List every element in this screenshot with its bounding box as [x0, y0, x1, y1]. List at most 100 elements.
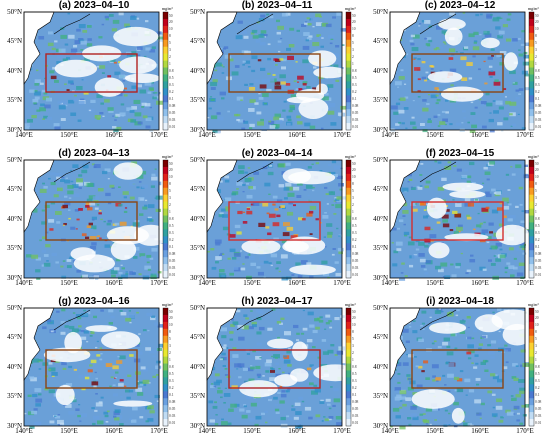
chl-pixel: [147, 91, 152, 94]
chl-pixel: [340, 105, 347, 110]
longitude-label: 170°E: [150, 131, 168, 139]
chl-pixel: [497, 122, 503, 126]
chl-pixel: [210, 248, 215, 251]
chl-pixel: [446, 351, 454, 356]
chl-pixel: [276, 214, 281, 218]
chl-pixel: [246, 410, 251, 413]
colorbar-tick-label: 2: [535, 351, 537, 356]
chl-pixel: [465, 272, 469, 275]
colorbar-segment: [163, 222, 168, 230]
chl-pixel: [485, 191, 490, 195]
chl-pixel: [234, 363, 242, 368]
chl-pixel: [258, 97, 264, 100]
chl-pixel: [301, 400, 305, 403]
chl-pixel: [237, 324, 245, 329]
latitude-label: 30°N: [373, 125, 388, 134]
chl-pixel: [334, 198, 340, 202]
chl-pixel: [48, 31, 53, 35]
chl-pixel: [139, 253, 146, 257]
chl-pixel: [304, 406, 312, 411]
colorbar-segment: [346, 398, 351, 406]
chl-pixel: [46, 319, 52, 323]
chl-pixel: [489, 161, 495, 165]
latitude-label: 35°N: [190, 392, 205, 400]
chl-pixel: [154, 92, 158, 94]
chl-pixel: [82, 164, 89, 169]
chl-pixel: [136, 311, 139, 314]
chl-pixel: [34, 79, 41, 83]
chl-pixel: [53, 308, 57, 311]
chl-pixel: [515, 89, 520, 92]
chl-pixel: [409, 39, 414, 42]
chl-pixel: [64, 43, 69, 46]
chl-pixel: [509, 113, 513, 116]
chl-pixel: [233, 266, 239, 270]
chl-pixel: [37, 376, 42, 379]
longitude-label: 140°E: [198, 279, 216, 287]
chl-pixel: [475, 13, 480, 17]
chl-pixel: [517, 37, 521, 40]
chl-pixel: [56, 241, 60, 243]
colorbar-segment: [346, 60, 351, 68]
chl-pixel: [67, 190, 74, 195]
chl-pixel: [137, 54, 141, 57]
chl-pixel: [486, 236, 492, 240]
colorbar-tick-label: 0.01: [169, 420, 176, 425]
chl-pixel: [87, 207, 93, 211]
chl-pixel: [52, 330, 56, 332]
colorbar-tick-label: 0.08: [352, 103, 359, 108]
chl-pixel: [215, 218, 219, 221]
colorbar-segment: [529, 370, 534, 378]
colorbar-tick-label: 10: [352, 27, 356, 32]
chl-pixel: [424, 20, 431, 24]
chl-pixel: [117, 355, 120, 358]
colorbar-segment: [529, 81, 534, 89]
colorbar-tick-label: 0.2: [535, 89, 540, 94]
colorbar-segment: [346, 384, 351, 392]
chl-pixel: [144, 273, 150, 277]
chl-pixel: [215, 414, 218, 416]
chl-pixel: [402, 210, 409, 214]
chl-pixel: [73, 368, 77, 371]
chl-pixel: [243, 35, 249, 39]
chl-pixel: [317, 419, 322, 422]
chl-pixel: [149, 106, 152, 109]
chl-pixel: [447, 390, 451, 393]
chl-pixel: [488, 65, 493, 68]
chl-pixel: [100, 309, 104, 312]
chl-pixel: [511, 123, 517, 127]
colorbar-tick-label: 50: [535, 161, 539, 166]
chl-pixel: [419, 258, 426, 263]
chl-pixel: [78, 325, 82, 328]
chl-pixel: [429, 65, 434, 68]
chl-pixel: [154, 202, 159, 206]
chl-pixel: [306, 37, 312, 40]
chl-pixel: [513, 377, 519, 381]
land-mass: [389, 11, 421, 85]
chl-pixel: [107, 178, 110, 180]
chl-pixel: [520, 43, 525, 46]
chl-pixel: [125, 317, 132, 322]
chl-pixel: [129, 196, 135, 200]
colorbar-tick-label: 0.8: [169, 69, 174, 73]
colorbar-unit: mg/m³: [345, 302, 356, 307]
chl-pixel: [130, 419, 137, 423]
colorbar-segment: [346, 229, 351, 237]
colorbar-tick-label: 0.03: [352, 413, 359, 418]
colorbar-segment: [163, 384, 168, 392]
chl-pixel: [499, 248, 503, 251]
land-mass: [389, 307, 421, 381]
longitude-label: 150°E: [243, 131, 261, 139]
colorbar-tick-label: 0.3: [352, 378, 357, 383]
colorbar-unit: mg/m³: [345, 6, 356, 11]
chl-pixel: [490, 14, 493, 16]
chl-pixel: [36, 277, 41, 280]
chl-pixel: [399, 400, 403, 402]
chl-pixel: [400, 396, 406, 400]
chl-pixel: [45, 244, 51, 248]
chl-pixel: [96, 117, 100, 120]
chl-pixel: [60, 265, 64, 268]
chl-pixel: [436, 221, 441, 224]
latitude-label: 50°N: [373, 303, 388, 312]
cloud-gap: [428, 242, 450, 259]
